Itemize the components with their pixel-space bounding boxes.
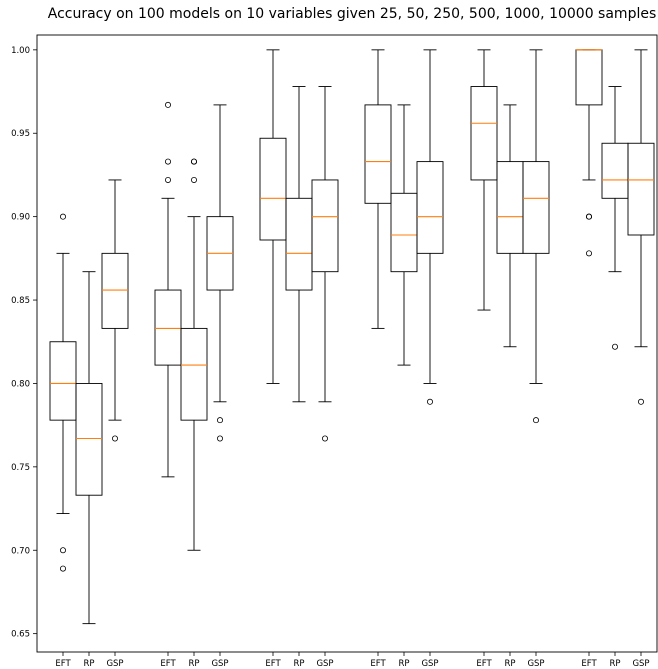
box-iqr [575,49,603,106]
x-tick-label: GSP [106,659,123,669]
box-gsp [101,179,129,442]
box-gsp [311,86,339,442]
plot-area-frame [36,34,658,653]
x-tick-label: EFT [476,659,492,669]
x-tick-label: GSP [211,659,228,669]
y-tick-label: 0.70 [11,546,30,556]
box-iqr [75,382,103,496]
x-axis: EFT RP GSP EFT RP GSP EFT RP GSP EFT RP GSP EFT RP GSP… [55,652,650,669]
outlier-point [426,398,433,405]
outlier-point [586,250,593,257]
x-tick-label: RP [504,659,515,669]
y-tick-label: 0.95 [11,129,30,139]
box-gsp [627,49,655,405]
y-tick-label: 0.65 [11,630,30,640]
outlier-point [60,565,67,572]
box-iqr [101,252,129,329]
box-rp [285,86,313,403]
box-iqr [259,137,287,241]
x-tick-label: EFT [581,659,597,669]
box-iqr [180,327,208,421]
box-iqr [627,142,655,236]
box-eft [259,49,287,384]
outlier-point [533,417,540,424]
y-axis: 0.65 0.70 0.75 0.80 0.85 0.90 0.95 1.00 [11,46,37,640]
y-tick-label: 0.75 [11,463,30,473]
box-rp [75,271,103,625]
box-eft [49,213,77,572]
outlier-point [321,435,328,442]
x-tick-label: RP [398,659,409,669]
x-tick-label: GSP [527,659,544,669]
outlier-point [164,158,171,165]
x-tick-label: EFT [55,659,71,669]
box-rp [496,104,524,348]
chart-title: Accuracy on 100 models on 10 variables g… [48,6,657,22]
box-iqr [416,161,444,254]
outlier-point [612,343,619,350]
box-rp [180,158,208,551]
box-iqr [311,179,339,273]
box-gsp [416,49,444,405]
outlier-point [60,547,67,554]
x-tick-label: GSP [316,659,333,669]
box-rp [601,86,629,350]
box-iqr [154,289,182,366]
x-tick-label: RP [609,659,620,669]
box-iqr [601,142,629,199]
outlier-point [164,101,171,108]
box-gsp [522,49,550,424]
box-iqr [522,161,550,254]
box-eft [364,49,392,329]
outlier-point [60,213,67,220]
box-iqr [49,341,77,421]
x-tick-label: EFT [160,659,176,669]
outlier-point [216,435,223,442]
outlier-point [638,398,645,405]
outlier-point [112,435,119,442]
x-tick-label: GSP [421,659,438,669]
y-tick-label: 1.00 [11,46,30,56]
outlier-point [164,176,171,183]
box-iqr [390,192,418,273]
y-tick-label: 0.90 [11,213,30,223]
outlier-point [190,158,197,165]
box-eft [154,101,182,478]
outlier-point [216,417,223,424]
boxes-layer [49,49,655,625]
box-rp [390,104,418,366]
outlier-point [190,176,197,183]
y-tick-label: 0.85 [11,296,30,306]
box-eft [470,49,498,311]
box-gsp [206,104,234,442]
y-tick-label: 0.80 [11,379,30,389]
x-tick-label: RP [293,659,304,669]
x-tick-label: RP [188,659,199,669]
box-iqr [364,104,392,204]
box-iqr [496,161,524,254]
box-iqr [470,86,498,181]
x-tick-label: EFT [265,659,281,669]
box-iqr [285,197,313,291]
x-tick-label: GSP [632,659,649,669]
x-tick-label: RP [83,659,94,669]
x-tick-label: EFT [370,659,386,669]
outlier-point [586,213,593,220]
box-eft [575,49,603,257]
